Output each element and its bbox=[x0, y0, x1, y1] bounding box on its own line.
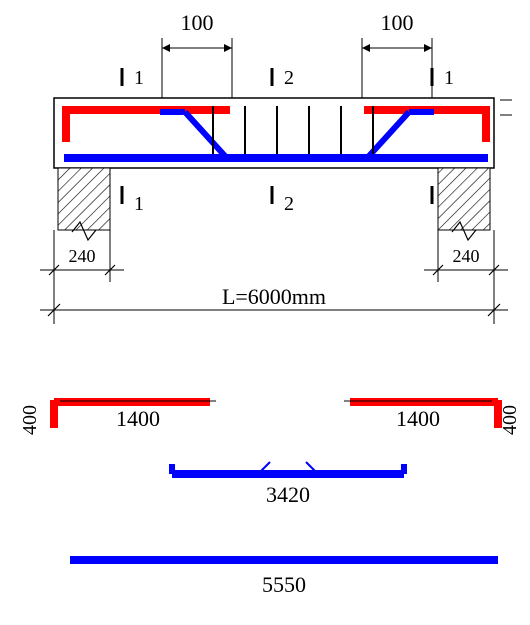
dim-240: 240 bbox=[69, 246, 96, 266]
dim-5550: 5550 bbox=[262, 572, 306, 597]
dim-1400-left: 1400 bbox=[116, 406, 160, 431]
dim-100: 100 bbox=[181, 10, 214, 35]
section-mark-bot: 1 bbox=[134, 193, 144, 215]
dim-3420: 3420 bbox=[266, 482, 310, 507]
section-mark-top: 1 bbox=[134, 67, 144, 89]
support bbox=[58, 168, 110, 230]
section-mark-bot: 2 bbox=[284, 193, 294, 215]
dim-100: 100 bbox=[381, 10, 414, 35]
dim-240: 240 bbox=[453, 246, 480, 266]
dim-400-right: 400 bbox=[499, 405, 521, 435]
dim-span: L=6000mm bbox=[222, 284, 326, 309]
section-mark-top: 2 bbox=[284, 67, 294, 89]
support bbox=[438, 168, 490, 230]
dim-400-left: 400 bbox=[19, 405, 41, 435]
dim-1400-right: 1400 bbox=[396, 406, 440, 431]
section-mark-top: 1 bbox=[444, 67, 454, 89]
